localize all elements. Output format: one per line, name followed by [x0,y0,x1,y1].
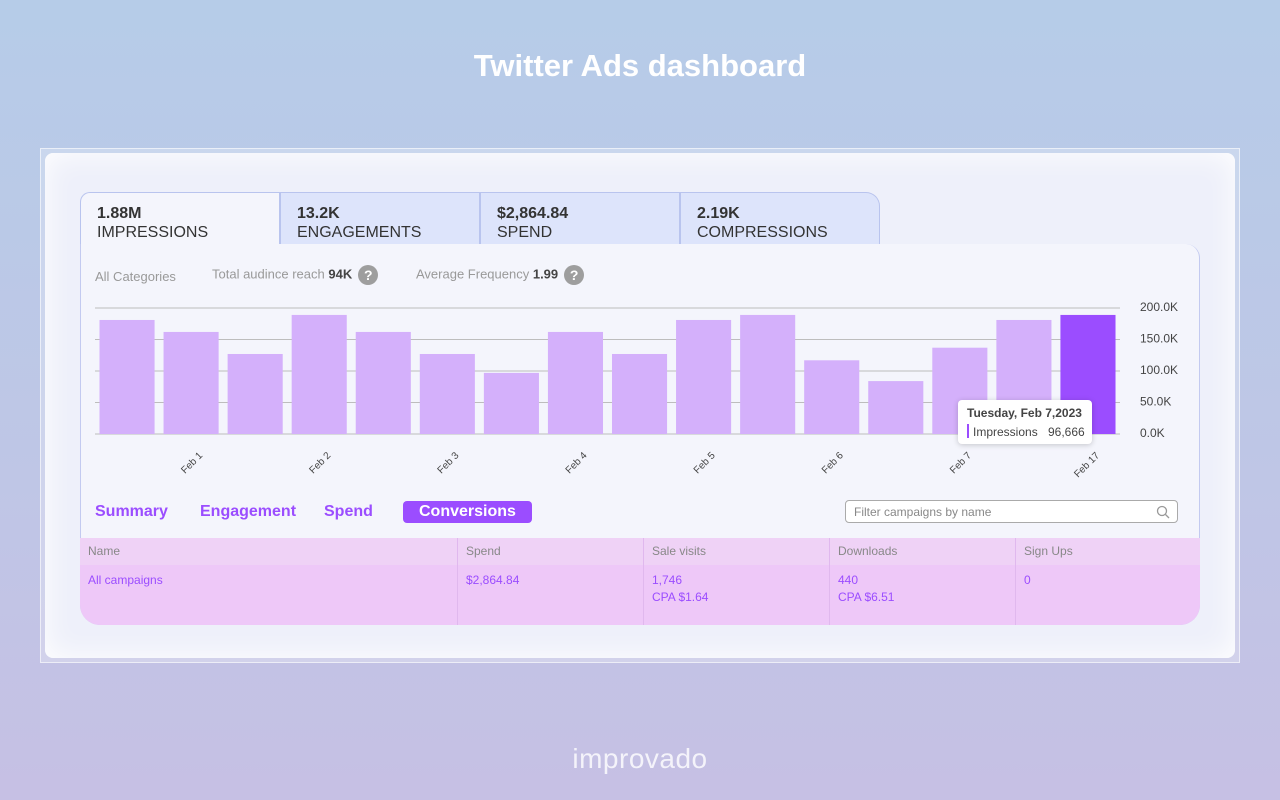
nav-tab[interactable]: Summary [95,503,168,520]
bar [676,319,732,434]
nav-tab[interactable]: Spend [324,503,373,520]
bar [99,319,155,434]
table-header: Downloads [829,538,1015,565]
bar [740,314,796,434]
y-tick-label: 150.0K [1140,332,1178,346]
y-tick-label: 200.0K [1140,300,1178,314]
metric-value: 13.2K [297,205,340,222]
search-icon [1156,505,1170,519]
metric-tab[interactable]: 13.2K ENGAGEMENTS [280,192,480,244]
cell-text: 440 [838,573,859,587]
x-tick-label: Feb 3 [436,450,462,476]
logo: improvado [572,743,708,774]
bar [355,331,411,434]
bar [291,314,347,434]
frequency-value: 1.99 [532,266,559,282]
tooltip-date: Tuesday, Feb 7,2023 [967,406,1082,420]
cell-text: 1,746 [652,573,683,587]
table-cell: $2,864.84 [457,565,643,625]
page-title: Twitter Ads dashboard [473,48,807,83]
nav-tab[interactable]: Conversions [403,501,532,523]
cell-text[interactable]: All campaigns [88,573,163,587]
cell-text: $2,864.84 [466,573,520,587]
metric-tab[interactable]: 2.19K COMPRESSIONS [680,192,880,244]
table-header: Sale visits [643,538,829,565]
x-tick-label: Feb 17 [1072,450,1102,480]
tooltip-value: 96,666 [1048,425,1085,439]
reach-value: 94K [328,266,353,282]
tooltip: Tuesday, Feb 7,2023 Impressions 96,666 [958,400,1092,444]
nav-tab[interactable]: Engagement [200,503,297,520]
x-tick-label: Feb 7 [948,450,974,476]
y-tick-label: 0.0K [1140,426,1165,440]
table-cell: 440 CPA $6.51 [829,565,1015,625]
y-tick-label: 100.0K [1140,363,1178,377]
cell-subtext: CPA $1.64 [652,590,709,604]
metric-label: ENGAGEMENTS [297,224,422,241]
table-header: Sign Ups [1015,538,1200,565]
tooltip-swatch [967,424,969,438]
category: All Categories [95,269,176,284]
search-placeholder: Filter campaigns by name [854,505,992,519]
metric-value: $2,864.84 [497,205,569,222]
bar [804,360,860,434]
bar [227,353,283,434]
x-tick-label: Feb 1 [179,450,205,476]
bar [868,381,924,434]
frequency: Average Frequency 1.99? [416,265,585,285]
reach: Total audince reach 94K? [212,265,379,285]
metric-value: 2.19K [697,205,740,222]
table-header: Spend [457,538,643,565]
metric-label: IMPRESSIONS [97,224,209,241]
bar [419,353,475,434]
search-box[interactable]: Filter campaigns by name [845,500,1178,523]
cell-text: 0 [1024,573,1031,587]
metric-value: 1.88M [97,205,142,222]
bar [611,353,668,434]
table-header: Name [80,538,457,565]
table-cell: 1,746 CPA $1.64 [643,565,829,625]
metric-tab[interactable]: 1.88M IMPRESSIONS [80,192,280,244]
table-cell: 0 [1015,565,1200,625]
bar [547,331,604,434]
bar [483,372,539,434]
metric-tab[interactable]: $2,864.84 SPEND [480,192,680,244]
metric-label: COMPRESSIONS [697,224,828,241]
y-tick-label: 50.0K [1140,395,1171,409]
x-tick-label: Feb 6 [820,450,846,476]
cell-subtext: CPA $6.51 [838,590,895,604]
x-tick-label: Feb 5 [692,450,718,476]
bar [163,331,219,434]
x-tick-label: Feb 4 [564,450,590,476]
reach-label: Total audince reach [212,266,325,282]
chart: 0.0K 50.0K 100.0K 150.0K 200.0K Feb 1 Feb 2 Feb… [95,300,1178,480]
x-tick-label: Feb 2 [307,450,333,476]
help-icon[interactable]: ? [358,265,379,285]
tooltip-series: Impressions [973,425,1038,439]
metric-label: SPEND [497,224,553,241]
help-icon[interactable]: ? [564,265,585,285]
table-cell: All campaigns [80,565,457,625]
frequency-label: Average Frequency [416,266,530,282]
